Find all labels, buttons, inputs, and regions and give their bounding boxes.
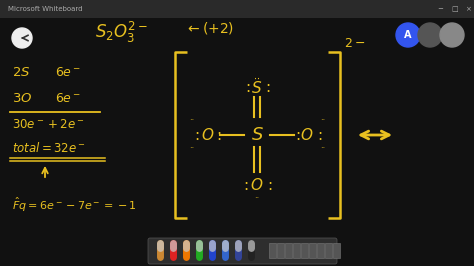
Text: ··: ·· [255,194,260,203]
Text: $S_2O_3^{2-}$: $S_2O_3^{2-}$ [95,19,148,44]
Text: ··: ·· [190,117,195,126]
Text: $:$: $:$ [243,81,251,95]
FancyBboxPatch shape [326,243,332,257]
Text: $6e^-$: $6e^-$ [55,92,82,105]
Text: $S$: $S$ [251,80,263,96]
Text: ×: × [465,6,471,12]
Text: $:$: $:$ [192,127,200,143]
Text: $3O$: $3O$ [12,92,32,105]
Text: $\cdot\!\cdot$: $\cdot\!\cdot$ [253,73,261,83]
Text: $total = 32e^-$: $total = 32e^-$ [12,141,86,155]
Text: ··: ·· [190,144,195,153]
Text: $6e^-$: $6e^-$ [55,65,82,78]
Text: $O$: $O$ [250,177,264,193]
Text: $:$: $:$ [265,177,273,193]
Text: $O$: $O$ [201,127,215,143]
FancyBboxPatch shape [148,238,337,264]
Text: □: □ [452,6,458,12]
Text: $\hat{F}q = 6e^- - 7e^- = -1$: $\hat{F}q = 6e^- - 7e^- = -1$ [12,196,137,214]
FancyBboxPatch shape [277,243,284,257]
Text: $\leftarrow (+2)$: $\leftarrow (+2)$ [185,20,234,36]
Text: $:$: $:$ [214,127,222,143]
Circle shape [12,28,32,48]
Text: $:$: $:$ [315,127,323,143]
FancyBboxPatch shape [301,243,309,257]
FancyBboxPatch shape [310,243,317,257]
Text: $:$: $:$ [241,177,249,193]
Text: $2S$: $2S$ [12,65,30,78]
Text: $O$: $O$ [301,127,314,143]
FancyBboxPatch shape [270,243,276,257]
Circle shape [396,23,420,47]
Text: $S$: $S$ [251,126,264,144]
Text: Microsoft Whiteboard: Microsoft Whiteboard [8,6,82,12]
Text: A: A [404,30,412,40]
FancyBboxPatch shape [318,243,325,257]
Text: −: − [437,6,443,12]
Circle shape [418,23,442,47]
Text: $:$: $:$ [263,81,271,95]
Text: $2-$: $2-$ [344,37,365,50]
FancyBboxPatch shape [293,243,301,257]
Bar [0,0,474,18]
Text: ··: ·· [320,144,326,153]
Text: $30e^-+2e^-$: $30e^-+2e^-$ [12,118,84,131]
Text: $:$: $:$ [293,127,301,143]
Circle shape [440,23,464,47]
FancyBboxPatch shape [334,243,340,257]
Text: ··: ·· [320,117,326,126]
FancyBboxPatch shape [285,243,292,257]
